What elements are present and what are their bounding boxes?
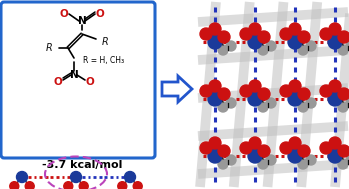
Text: N: N (77, 16, 86, 26)
Circle shape (306, 98, 316, 108)
Text: O: O (96, 9, 104, 19)
Circle shape (226, 155, 236, 165)
Circle shape (338, 88, 349, 100)
Circle shape (218, 88, 230, 100)
Circle shape (218, 102, 228, 112)
Text: O: O (54, 77, 62, 87)
Circle shape (240, 28, 252, 40)
FancyBboxPatch shape (1, 2, 155, 158)
Circle shape (298, 31, 310, 43)
Circle shape (338, 159, 348, 169)
Circle shape (298, 45, 308, 55)
Circle shape (218, 145, 230, 157)
Circle shape (266, 155, 276, 165)
Circle shape (200, 85, 212, 97)
Circle shape (218, 31, 230, 43)
Circle shape (289, 80, 301, 92)
Circle shape (320, 85, 332, 97)
Circle shape (258, 145, 270, 157)
Circle shape (329, 23, 341, 35)
Circle shape (346, 41, 349, 51)
Circle shape (346, 98, 349, 108)
Circle shape (338, 45, 348, 55)
Circle shape (288, 149, 302, 163)
Text: O: O (86, 77, 94, 87)
Circle shape (298, 102, 308, 112)
Circle shape (208, 92, 222, 106)
Circle shape (70, 171, 82, 183)
Circle shape (258, 159, 268, 169)
Circle shape (248, 92, 262, 106)
Bar (198, 2, 348, 187)
Circle shape (226, 41, 236, 51)
Circle shape (209, 80, 221, 92)
Circle shape (266, 98, 276, 108)
Text: R = H, CH₃: R = H, CH₃ (83, 57, 125, 66)
Circle shape (208, 35, 222, 49)
Circle shape (226, 98, 236, 108)
Circle shape (288, 35, 302, 49)
Circle shape (320, 28, 332, 40)
Circle shape (338, 145, 349, 157)
Circle shape (338, 31, 349, 43)
Circle shape (118, 182, 127, 189)
Circle shape (64, 182, 73, 189)
Circle shape (248, 149, 262, 163)
Circle shape (258, 31, 270, 43)
Circle shape (280, 142, 292, 154)
Circle shape (306, 155, 316, 165)
Circle shape (329, 80, 341, 92)
Circle shape (249, 23, 261, 35)
Circle shape (133, 182, 142, 189)
Circle shape (289, 23, 301, 35)
Circle shape (10, 182, 19, 189)
Circle shape (280, 85, 292, 97)
Circle shape (266, 41, 276, 51)
Circle shape (25, 182, 34, 189)
Circle shape (240, 142, 252, 154)
Circle shape (208, 149, 222, 163)
Circle shape (258, 88, 270, 100)
Text: -3.7 kcal/mol: -3.7 kcal/mol (42, 160, 122, 170)
Circle shape (200, 28, 212, 40)
Circle shape (249, 137, 261, 149)
Circle shape (16, 171, 28, 183)
Circle shape (258, 45, 268, 55)
Circle shape (338, 102, 348, 112)
Circle shape (218, 45, 228, 55)
Circle shape (298, 88, 310, 100)
Text: N: N (69, 70, 79, 80)
Circle shape (289, 137, 301, 149)
Circle shape (288, 92, 302, 106)
Circle shape (79, 182, 88, 189)
Circle shape (258, 102, 268, 112)
Text: O: O (60, 9, 68, 19)
Circle shape (249, 80, 261, 92)
Circle shape (218, 159, 228, 169)
Circle shape (298, 159, 308, 169)
Circle shape (248, 35, 262, 49)
Circle shape (320, 142, 332, 154)
Circle shape (209, 23, 221, 35)
Circle shape (200, 142, 212, 154)
Circle shape (328, 149, 342, 163)
Circle shape (328, 35, 342, 49)
Circle shape (329, 137, 341, 149)
Circle shape (346, 155, 349, 165)
Circle shape (280, 28, 292, 40)
Circle shape (328, 92, 342, 106)
Circle shape (125, 171, 135, 183)
Circle shape (209, 137, 221, 149)
Circle shape (298, 145, 310, 157)
Circle shape (240, 85, 252, 97)
Text: R: R (102, 37, 109, 47)
Polygon shape (162, 76, 192, 102)
Text: R: R (45, 43, 52, 53)
Circle shape (306, 41, 316, 51)
